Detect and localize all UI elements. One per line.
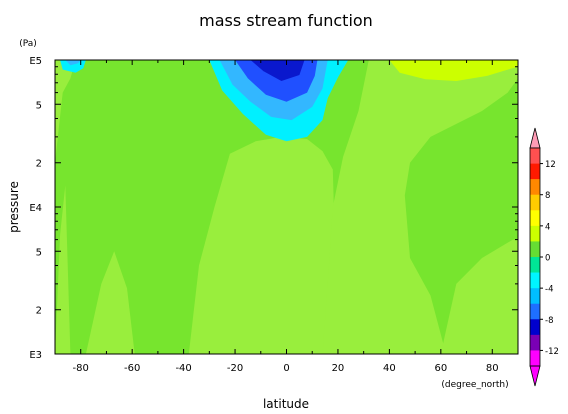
y-tick-label: E4 <box>29 203 42 214</box>
y-tick-label: 2 <box>36 306 42 317</box>
colorbar-segment <box>530 210 540 227</box>
x-tick-label: 0 <box>283 363 289 374</box>
colorbar-label: 8 <box>545 191 550 201</box>
x-unit-label: (degree_north) <box>441 380 508 390</box>
x-tick-label: 80 <box>486 363 499 374</box>
colorbar-label: 4 <box>545 222 550 232</box>
x-axis-label: latitude <box>263 397 309 411</box>
x-tick-label: -20 <box>227 363 243 374</box>
colorbar-segment <box>530 194 540 211</box>
colorbar-label: -8 <box>545 316 553 326</box>
y-tick-label: 5 <box>36 100 42 111</box>
colorbar-segment <box>530 272 540 289</box>
negative-region-southwest-core <box>65 60 81 66</box>
neutral-region-west-lower <box>55 60 76 163</box>
neutral-region-west <box>55 185 71 354</box>
neutral-region-east <box>322 60 518 354</box>
colorbar-segment <box>530 225 540 242</box>
x-tick-label: -40 <box>175 363 191 374</box>
neutral-region-north-central <box>188 136 338 354</box>
neutral-region-east-upper <box>440 239 518 354</box>
colorbar-segment <box>530 303 540 320</box>
chart-title: mass stream function <box>199 11 373 30</box>
colorbar: 12 8 4 0 -4 -8 -12 <box>529 127 559 387</box>
y-tick-label: E5 <box>29 56 42 67</box>
colorbar-label: -12 <box>545 347 559 357</box>
x-tick-label: -80 <box>73 363 89 374</box>
positive-region-east-lower <box>389 60 518 81</box>
negative-region-southwest <box>60 60 86 73</box>
colorbar-segment <box>530 148 540 164</box>
colorbar-label: 12 <box>545 160 556 170</box>
colorbar-segment <box>530 257 540 273</box>
colorbar-segment <box>530 319 540 336</box>
contour-field <box>55 60 518 354</box>
x-tick-label: 60 <box>434 363 447 374</box>
colorbar-segment <box>530 179 540 196</box>
x-tick-label: 40 <box>383 363 396 374</box>
x-tick-label: 20 <box>332 363 345 374</box>
colorbar-segment <box>530 288 540 305</box>
negative-region-level-4 <box>250 60 305 81</box>
colorbar-segment <box>530 334 540 351</box>
colorbar-segment <box>530 163 540 180</box>
colorbar-bottom-extension <box>529 365 541 387</box>
colorbar-segment <box>530 241 540 258</box>
y-tick-label: 2 <box>36 159 42 170</box>
x-tick-label: -60 <box>124 363 140 374</box>
colorbar-segment <box>530 350 540 367</box>
y-tick-label: 5 <box>36 247 42 258</box>
colorbar-top-extension <box>529 127 541 149</box>
colorbar-label: -4 <box>545 285 553 295</box>
neutral-region-northwest-stripe <box>85 251 135 354</box>
y-tick-label: E3 <box>29 350 42 361</box>
x-axis-ticks: -80 -60 -40 -20 0 20 40 60 80 <box>54 60 519 374</box>
y-axis-ticks: E5 5 2 E4 5 2 E3 <box>29 56 518 361</box>
y-unit-label: (Pa) <box>19 39 37 49</box>
y-axis-label: pressure <box>7 181 21 233</box>
colorbar-label: 0 <box>545 254 550 264</box>
